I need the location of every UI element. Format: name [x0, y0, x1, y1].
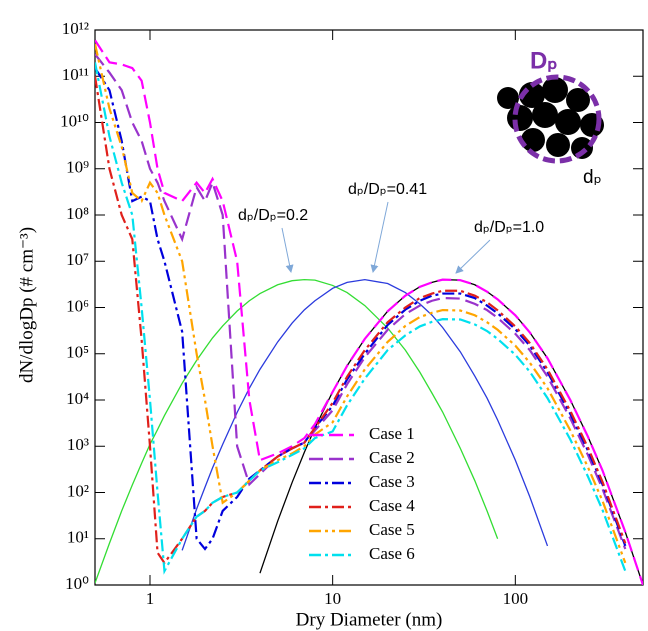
legend-label: Case 5 — [369, 520, 415, 539]
data-line — [95, 278, 499, 584]
annotation: dₚ/Dₚ=1.0 — [474, 219, 544, 236]
y-tick-label: 10⁷ — [66, 250, 89, 269]
inset-aggregate — [497, 74, 604, 164]
legend-label: Case 4 — [369, 496, 415, 515]
legend-label: Case 6 — [369, 544, 415, 563]
arrow — [455, 239, 491, 274]
data-line — [95, 76, 627, 565]
annotation: dₚ/Dₚ=0.2 — [238, 207, 308, 224]
legend-label: Case 2 — [369, 448, 415, 467]
annotation: dₚ/Dₚ=0.41 — [348, 181, 427, 198]
x-tick-label: 10 — [324, 589, 341, 608]
y-axis-label: dN/dlogDp (# cm⁻³) — [16, 227, 37, 383]
y-tick-label: 10⁵ — [66, 343, 89, 362]
y-tick-label: 10¹¹ — [62, 65, 89, 84]
y-tick-label: 10⁶ — [66, 296, 89, 315]
data-line — [181, 278, 549, 551]
y-tick-label: 10⁸ — [66, 204, 89, 223]
arrow — [370, 201, 389, 273]
y-tick-label: 10⁴ — [66, 389, 89, 408]
inset-label: dₚ — [583, 167, 602, 188]
legend-label: Case 1 — [369, 424, 415, 443]
data-line — [95, 62, 627, 575]
y-tick-label: 10¹² — [62, 19, 89, 38]
data-line — [95, 67, 627, 551]
y-tick-label: 10⁹ — [66, 158, 89, 177]
x-tick-label: 1 — [146, 589, 155, 608]
legend-label: Case 3 — [369, 472, 415, 491]
x-tick-label: 100 — [503, 589, 529, 608]
y-tick-label: 10¹ — [67, 528, 89, 547]
inset-label: Dₚ — [530, 47, 558, 74]
ticks: 1 10 100 10⁰ 10¹ 10² 10³ 10⁴ 10⁵ 10⁶ 10⁷ 10⁸ 10⁹ 10¹⁰… — [60, 19, 643, 608]
y-tick-label: 10³ — [67, 435, 89, 454]
data-line — [95, 53, 627, 550]
y-tick-label: 10¹⁰ — [60, 111, 89, 130]
data-line — [95, 39, 643, 585]
y-tick-label: 10² — [67, 481, 89, 500]
y-tick-label: 10⁰ — [65, 574, 89, 593]
arrow — [281, 227, 294, 273]
legend: Case 1 Case 2 Case 3 Case 4 Case 5 Case 6 — [309, 424, 415, 563]
x-axis-label: Dry Diameter (nm) — [296, 609, 443, 630]
